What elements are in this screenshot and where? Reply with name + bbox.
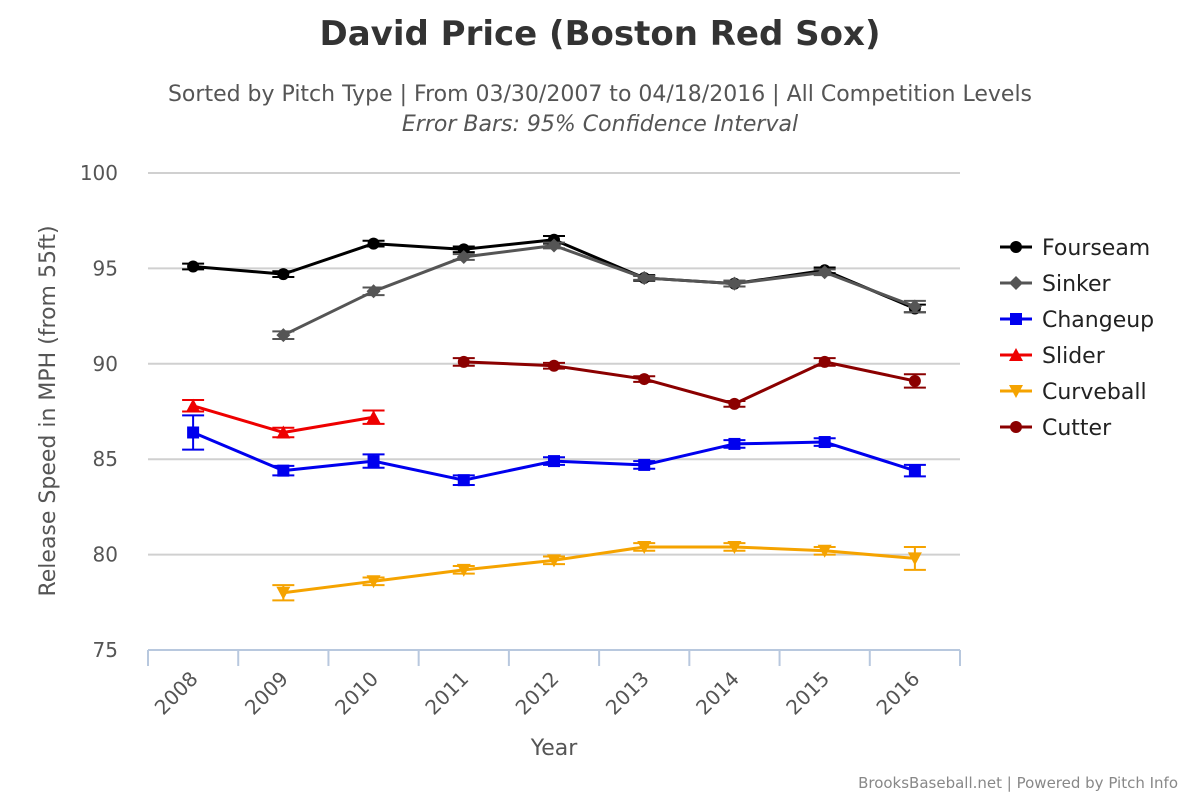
data-point[interactable] bbox=[277, 464, 290, 477]
legend-label: Changeup bbox=[1042, 308, 1154, 333]
data-point[interactable] bbox=[818, 436, 831, 449]
data-point[interactable] bbox=[818, 355, 831, 368]
plot-series bbox=[182, 233, 926, 602]
y-tick-label: 100 bbox=[80, 161, 118, 185]
x-tick-label: 2009 bbox=[240, 667, 293, 720]
x-tick-label: 2010 bbox=[330, 667, 383, 720]
data-point[interactable] bbox=[548, 455, 560, 468]
data-point[interactable] bbox=[367, 455, 380, 468]
y-tick-label: 90 bbox=[93, 352, 118, 376]
series-line bbox=[463, 360, 916, 406]
chart-title: David Price (Boston Red Sox) bbox=[319, 14, 881, 54]
data-point[interactable] bbox=[727, 276, 742, 291]
data-point[interactable] bbox=[457, 474, 470, 487]
data-point[interactable] bbox=[457, 355, 470, 368]
series-changeup bbox=[182, 414, 926, 487]
data-point[interactable] bbox=[366, 575, 381, 589]
series-line bbox=[283, 545, 916, 595]
legend-marker bbox=[1010, 241, 1022, 253]
data-point[interactable] bbox=[907, 552, 922, 566]
data-point[interactable] bbox=[457, 243, 470, 256]
legend-item-slider[interactable]: Slider bbox=[1000, 344, 1106, 369]
data-point[interactable] bbox=[637, 540, 652, 554]
legend-item-cutter[interactable]: Cutter bbox=[1000, 416, 1112, 441]
series-slider bbox=[182, 398, 385, 439]
data-point[interactable] bbox=[637, 270, 652, 285]
x-tick-label: 2015 bbox=[781, 667, 834, 720]
legend-item-sinker[interactable]: Sinker bbox=[1000, 272, 1112, 297]
y-tick-label: 95 bbox=[93, 256, 118, 280]
data-point[interactable] bbox=[277, 268, 290, 281]
y-tick-label: 85 bbox=[93, 447, 118, 471]
chart-subtitle-error-bars: Error Bars: 95% Confidence Interval bbox=[401, 112, 799, 137]
data-point[interactable] bbox=[547, 554, 561, 568]
data-point[interactable] bbox=[276, 586, 291, 600]
legend-item-fourseam[interactable]: Fourseam bbox=[1000, 236, 1150, 261]
data-point[interactable] bbox=[187, 426, 200, 439]
legend-marker bbox=[1009, 385, 1023, 398]
credit-text[interactable]: BrooksBaseball.net | Powered by Pitch In… bbox=[858, 774, 1178, 792]
legend-label: Fourseam bbox=[1042, 236, 1150, 261]
legend[interactable]: Fourseam Sinker Changeup Slider Curveball Cut… bbox=[1000, 236, 1154, 441]
legend-marker bbox=[1010, 313, 1022, 325]
data-point[interactable] bbox=[366, 410, 381, 424]
legend-label: Curveball bbox=[1042, 380, 1147, 405]
data-point[interactable] bbox=[908, 374, 921, 387]
data-point[interactable] bbox=[276, 328, 291, 343]
data-point[interactable] bbox=[817, 544, 832, 558]
data-point[interactable] bbox=[817, 265, 832, 280]
legend-marker bbox=[1009, 348, 1023, 361]
data-point[interactable] bbox=[276, 425, 291, 439]
x-tick-label: 2016 bbox=[871, 667, 924, 720]
data-point[interactable] bbox=[187, 260, 200, 273]
data-point[interactable] bbox=[908, 464, 921, 477]
legend-label: Cutter bbox=[1042, 416, 1112, 441]
data-point[interactable] bbox=[638, 373, 651, 386]
series-sinker bbox=[272, 238, 926, 343]
legend-item-curveball[interactable]: Curveball bbox=[1000, 380, 1147, 405]
x-axis-title: Year bbox=[530, 736, 579, 761]
y-tick-label: 75 bbox=[93, 638, 118, 662]
x-tick-label: 2014 bbox=[691, 667, 744, 720]
chart-subtitle: Sorted by Pitch Type | From 03/30/2007 t… bbox=[167, 82, 1033, 107]
data-point[interactable] bbox=[638, 458, 651, 471]
data-point[interactable] bbox=[728, 397, 741, 410]
series-curveball bbox=[272, 540, 926, 602]
x-axis: 2008 2009 2010 2011 2012 2013 2014 2015 2016 bbox=[147, 649, 961, 720]
x-tick-label: 2011 bbox=[420, 667, 473, 720]
x-tick-label: 2008 bbox=[150, 667, 203, 720]
data-point[interactable] bbox=[547, 238, 561, 253]
data-point[interactable] bbox=[456, 249, 471, 264]
legend-marker bbox=[1010, 421, 1022, 433]
series-cutter bbox=[452, 355, 926, 410]
legend-label: Sinker bbox=[1042, 272, 1112, 297]
data-point[interactable] bbox=[367, 237, 380, 250]
y-axis: 75 80 85 90 95 100 bbox=[80, 161, 118, 662]
data-point[interactable] bbox=[366, 284, 381, 299]
series-line bbox=[282, 244, 916, 337]
data-point[interactable] bbox=[548, 359, 560, 372]
x-tick-label: 2013 bbox=[601, 667, 654, 720]
data-point[interactable] bbox=[727, 540, 742, 554]
y-axis-title: Release Speed in MPH (from 55ft) bbox=[36, 225, 61, 596]
y-tick-label: 80 bbox=[93, 543, 118, 567]
legend-label: Slider bbox=[1042, 344, 1106, 369]
data-point[interactable] bbox=[456, 563, 471, 577]
legend-marker bbox=[1009, 276, 1023, 290]
x-tick-label: 2012 bbox=[511, 667, 564, 720]
data-point[interactable] bbox=[728, 437, 741, 450]
data-point[interactable] bbox=[907, 299, 922, 314]
data-point[interactable] bbox=[186, 398, 201, 412]
legend-item-changeup[interactable]: Changeup bbox=[1000, 308, 1154, 333]
